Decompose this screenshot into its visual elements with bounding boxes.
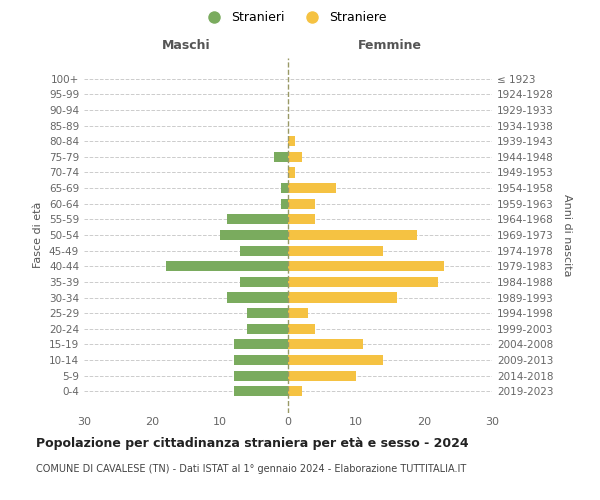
Legend: Stranieri, Straniere: Stranieri, Straniere (196, 6, 392, 29)
Bar (288, 324, 315, 334)
Bar (288, 386, 302, 396)
Bar (288, 214, 315, 224)
Text: COMUNE DI CAVALESE (TN) - Dati ISTAT al 1° gennaio 2024 - Elaborazione TUTTITALI: COMUNE DI CAVALESE (TN) - Dati ISTAT al … (36, 464, 466, 474)
Bar (227, 214, 288, 224)
Bar (241, 277, 288, 287)
Bar (288, 230, 417, 240)
Bar (288, 246, 383, 256)
Bar (233, 355, 288, 365)
Y-axis label: Anni di nascita: Anni di nascita (562, 194, 572, 276)
Bar (288, 136, 295, 146)
Bar (220, 230, 288, 240)
Bar (288, 198, 315, 209)
Bar (281, 183, 288, 193)
Bar (288, 308, 308, 318)
Bar (241, 246, 288, 256)
Bar (288, 340, 363, 349)
Bar (233, 340, 288, 349)
Bar (288, 370, 356, 380)
Bar (288, 183, 335, 193)
Bar (227, 292, 288, 302)
Bar (233, 386, 288, 396)
Text: Popolazione per cittadinanza straniera per età e sesso - 2024: Popolazione per cittadinanza straniera p… (36, 438, 469, 450)
Bar (288, 261, 445, 272)
Bar (274, 152, 288, 162)
Bar (247, 324, 288, 334)
Bar (281, 198, 288, 209)
Bar (288, 152, 302, 162)
Bar (288, 277, 437, 287)
Bar (288, 292, 397, 302)
Bar (288, 355, 383, 365)
Text: Femmine: Femmine (358, 39, 422, 52)
Bar (166, 261, 288, 272)
Bar (233, 370, 288, 380)
Bar (247, 308, 288, 318)
Text: Maschi: Maschi (161, 39, 211, 52)
Bar (288, 168, 295, 177)
Y-axis label: Fasce di età: Fasce di età (34, 202, 43, 268)
